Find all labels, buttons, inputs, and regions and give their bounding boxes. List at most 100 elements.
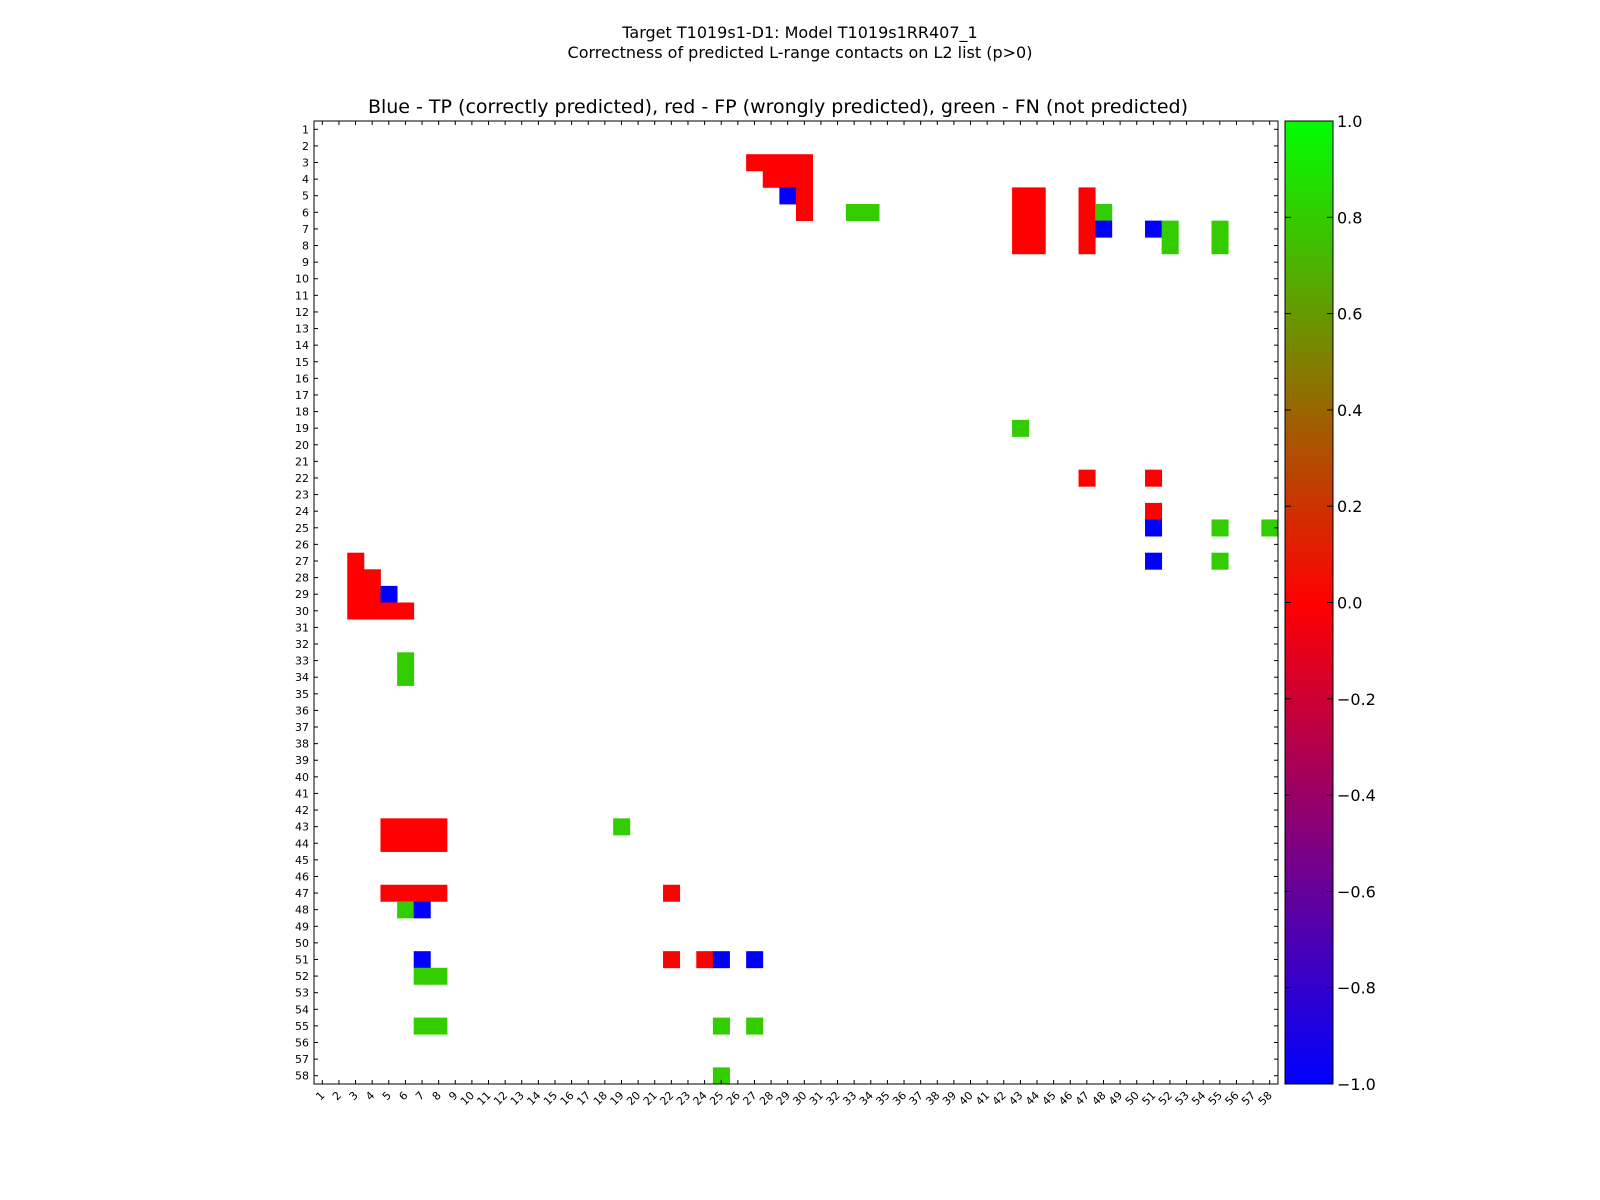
heatmap-cell-fn (1211, 519, 1229, 537)
y-tick-label: 18 (295, 406, 309, 419)
heatmap-cell-fp (696, 951, 714, 969)
y-tick-label: 24 (295, 505, 309, 518)
heatmap-cell-fn (1211, 552, 1229, 570)
y-tick-label: 13 (295, 323, 309, 336)
plot-area-frame (313, 120, 1279, 1085)
heatmap-cell-fn (430, 967, 448, 985)
x-tick-label: 58 (1256, 1089, 1275, 1108)
heatmap-cell-fn (1161, 220, 1179, 238)
y-tick-label: 15 (295, 356, 309, 369)
y-tick-label: 20 (295, 439, 309, 452)
y-tick-label: 45 (295, 854, 309, 867)
y-tick-label: 30 (295, 605, 309, 618)
heatmap-cell-fn (1211, 237, 1229, 255)
heatmap-cell-fp (347, 552, 365, 570)
y-tick-label: 5 (302, 190, 309, 203)
heatmap-cell-fn (1211, 220, 1229, 238)
y-tick-label: 19 (295, 422, 309, 435)
figure-suptitle-line2: Correctness of predicted L-range contact… (567, 43, 1033, 62)
heatmap-cell-tp (380, 585, 398, 603)
y-tick-label: 2 (302, 140, 309, 153)
y-tick-label: 44 (295, 837, 309, 850)
y-tick-label: 58 (295, 1070, 309, 1083)
y-tick-label: 42 (295, 804, 309, 817)
y-tick-label: 11 (295, 289, 309, 302)
heatmap-cell-fp (380, 602, 398, 620)
x-tick-label: 1 (313, 1089, 327, 1103)
colorbar-tick-label: 0.0 (1337, 594, 1362, 613)
y-tick-label: 40 (295, 771, 309, 784)
heatmap-cell-fp (413, 818, 431, 836)
heatmap-cell-fn (397, 901, 415, 919)
heatmap-cell-tp (712, 951, 730, 969)
heatmap-cell-fn (1261, 519, 1279, 537)
y-tick-label: 31 (295, 621, 309, 634)
y-tick-label: 48 (295, 904, 309, 917)
y-tick-label: 33 (295, 655, 309, 668)
heatmap-cell-fp (1028, 220, 1046, 238)
y-tick-label: 47 (295, 887, 309, 900)
heatmap-cell-fp (430, 884, 448, 902)
heatmap-cell-fp (762, 154, 780, 172)
heatmap-cell-fn (845, 204, 863, 222)
y-tick-label: 17 (295, 389, 309, 402)
y-tick-label: 25 (295, 522, 309, 535)
y-tick-label: 55 (295, 1020, 309, 1033)
y-tick-label: 51 (295, 953, 309, 966)
y-tick-label: 49 (295, 920, 309, 933)
heatmap-cell-fp (1078, 204, 1096, 222)
y-tick-label: 43 (295, 821, 309, 834)
heatmap-cell-fp (1028, 237, 1046, 255)
heatmap-cell-fp (363, 602, 381, 620)
y-tick-label: 29 (295, 588, 309, 601)
heatmap-cell-fp (413, 884, 431, 902)
heatmap-cell-fn (746, 1017, 764, 1035)
x-tick-label: 4 (363, 1089, 377, 1103)
heatmap-cell-fp (663, 951, 681, 969)
y-tick-label: 4 (302, 173, 309, 186)
y-tick-label: 7 (302, 223, 309, 236)
y-tick-label: 37 (295, 721, 309, 734)
y-tick-label: 32 (295, 638, 309, 651)
heatmap-cell-fp (363, 569, 381, 587)
y-tick-label: 36 (295, 704, 309, 717)
colorbar-tick-label: 1.0 (1337, 112, 1362, 131)
heatmap-cell-fp (397, 602, 415, 620)
heatmap-cell-tp (413, 901, 431, 919)
colorbar-axis: 1.0 0.8 0.6 0.4 0.2 0.0 −0.2 −0.4 −0.6 −0.8 −1.0 (1285, 112, 1376, 1094)
heatmap-cell-fn (397, 652, 415, 670)
heatmap-cell-fn (1095, 204, 1113, 222)
heatmap-cell-fp (796, 170, 814, 188)
x-tick-label: 6 (396, 1089, 410, 1103)
heatmap-cell-fp (347, 585, 365, 603)
heatmap-cell-fp (779, 154, 797, 172)
heatmap-cell-fp (413, 834, 431, 852)
colorbar-tick-label: −1.0 (1337, 1075, 1376, 1094)
colorbar-tick-label: 0.6 (1337, 305, 1362, 324)
heatmap-cell-fn (430, 1017, 448, 1035)
y-tick-label: 34 (295, 671, 309, 684)
heatmap-cell-fn (413, 1017, 431, 1035)
y-tick-label: 57 (295, 1053, 309, 1066)
y-tick-label: 3 (302, 157, 309, 170)
x-tick-label: 7 (413, 1089, 427, 1103)
heatmap-cell-fp (363, 585, 381, 603)
y-tick-label: 22 (295, 472, 309, 485)
heatmap-cell-fp (380, 884, 398, 902)
heatmap-cell-fp (762, 170, 780, 188)
y-tick-label: 9 (302, 256, 309, 269)
y-tick-label: 14 (295, 339, 309, 352)
heatmap-cell-fn (862, 204, 880, 222)
y-tick-label: 38 (295, 738, 309, 751)
figure-suptitle-line1: Target T1019s1-D1: Model T1019s1RR407_1 (622, 23, 978, 42)
y-tick-label: 56 (295, 1036, 309, 1049)
heatmap-cell-fn (712, 1017, 730, 1035)
y-tick-label: 26 (295, 538, 309, 551)
heatmap-cell-fn (1012, 419, 1030, 437)
heatmap-cell-tp (1145, 519, 1163, 537)
y-tick-label: 54 (295, 1003, 309, 1016)
heatmap-cell-fp (430, 834, 448, 852)
x-tick-label: 3 (347, 1089, 361, 1103)
heatmap-cell-fn (413, 967, 431, 985)
